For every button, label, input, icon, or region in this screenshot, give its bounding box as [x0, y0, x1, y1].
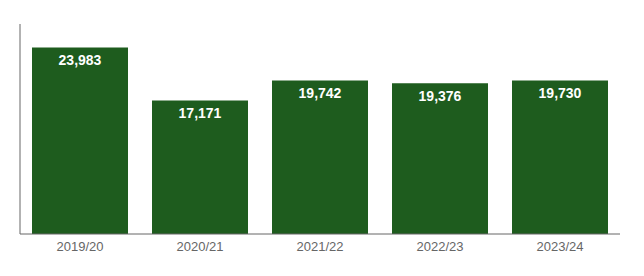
svg-text:2023/24: 2023/24	[537, 239, 584, 254]
svg-text:2019/20: 2019/20	[57, 239, 104, 254]
svg-text:2021/22: 2021/22	[297, 239, 344, 254]
svg-text:2022/23: 2022/23	[417, 239, 464, 254]
svg-text:17,171: 17,171	[179, 105, 222, 121]
svg-text:19,376: 19,376	[419, 88, 462, 104]
svg-text:2020/21: 2020/21	[177, 239, 224, 254]
svg-text:19,742: 19,742	[299, 85, 342, 101]
svg-text:19,730: 19,730	[539, 85, 582, 101]
svg-text:23,983: 23,983	[59, 52, 102, 68]
